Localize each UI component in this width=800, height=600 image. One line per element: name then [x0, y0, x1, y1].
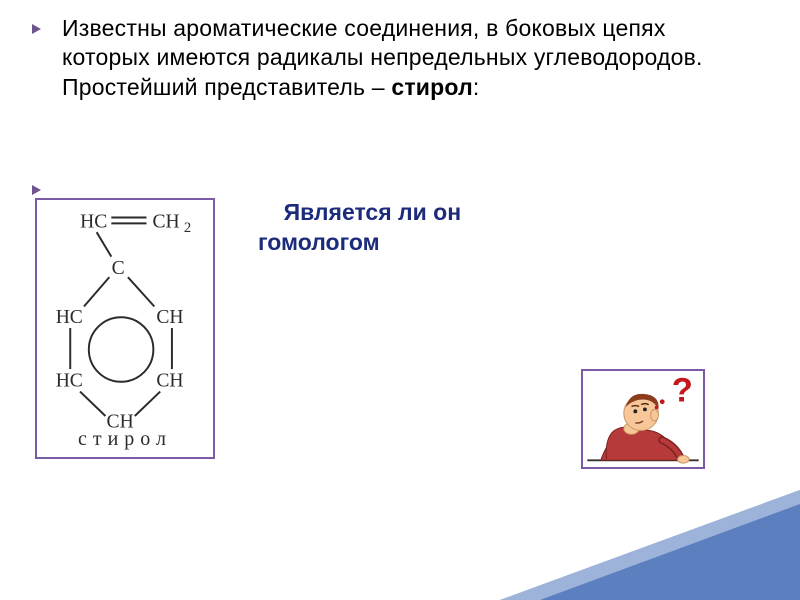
- question-text: Является ли он гомологом: [258, 198, 678, 258]
- styrene-caption: стирол: [37, 428, 213, 451]
- svg-text:HC: HC: [80, 211, 107, 232]
- svg-text:2: 2: [184, 220, 191, 236]
- question-line1: Является ли он: [284, 199, 462, 225]
- svg-text:HC: HC: [56, 307, 83, 328]
- paragraph-bold: стирол: [391, 74, 473, 100]
- svg-text:C: C: [112, 258, 125, 279]
- paragraph-pre: Известны ароматические соединения, в бок…: [62, 15, 703, 100]
- svg-text:CH: CH: [156, 307, 183, 328]
- question-line2: гомологом: [258, 229, 380, 255]
- bullet-triangle: [32, 24, 41, 34]
- thinking-person-icon: ?: [581, 369, 705, 469]
- paragraph-post: :: [473, 74, 480, 100]
- styrene-structure: HC CH 2 C HC CH HC CH CH стирол: [35, 198, 215, 459]
- styrene-svg: HC CH 2 C HC CH HC CH CH: [37, 200, 213, 457]
- main-paragraph: Известны ароматические соединения, в бок…: [62, 14, 752, 102]
- thinker-svg: ?: [583, 371, 703, 467]
- corner-accent: [500, 490, 800, 600]
- bullet-triangle: [32, 185, 41, 195]
- svg-text:CH: CH: [152, 211, 179, 232]
- svg-text:HC: HC: [56, 371, 83, 392]
- svg-text:CH: CH: [156, 371, 183, 392]
- svg-text:?: ?: [672, 372, 693, 410]
